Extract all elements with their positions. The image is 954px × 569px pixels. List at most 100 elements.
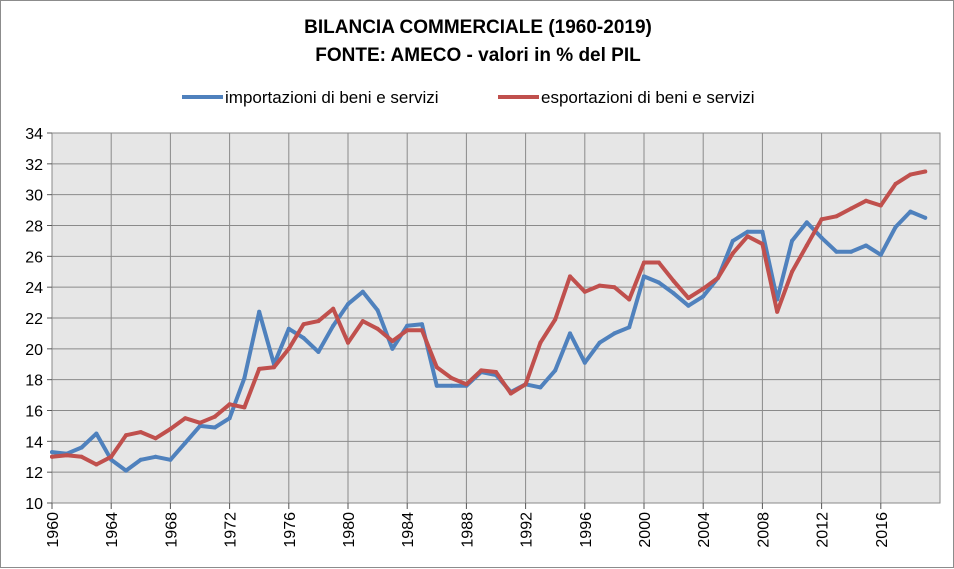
data-point-importazioni xyxy=(50,450,54,455)
data-point-importazioni xyxy=(701,294,706,299)
data-point-esportazioni xyxy=(568,274,572,279)
chart-subtitle: FONTE: AMECO - valori in % del PIL xyxy=(315,45,641,66)
data-point-esportazioni xyxy=(597,283,602,288)
x-tick-label: 1988 xyxy=(459,512,476,548)
data-point-importazioni xyxy=(923,215,928,220)
data-point-importazioni xyxy=(582,360,587,365)
data-point-importazioni xyxy=(553,368,558,373)
data-point-esportazioni xyxy=(745,234,750,239)
data-point-esportazioni xyxy=(405,328,410,333)
data-point-importazioni xyxy=(301,336,306,340)
data-point-esportazioni xyxy=(479,368,484,373)
data-point-esportazioni xyxy=(79,454,84,459)
x-tick-label: 2004 xyxy=(696,512,713,548)
data-point-importazioni xyxy=(390,346,395,351)
y-tick-label: 26 xyxy=(25,249,43,266)
data-point-esportazioni xyxy=(701,286,706,291)
legend-label-importazioni: importazioni di beni e servizi xyxy=(225,88,439,107)
data-point-esportazioni xyxy=(360,319,365,324)
data-point-importazioni xyxy=(864,243,868,248)
data-point-esportazioni xyxy=(50,454,54,459)
data-point-esportazioni xyxy=(538,340,543,345)
data-point-importazioni xyxy=(671,291,676,296)
data-point-importazioni xyxy=(568,331,572,336)
data-point-esportazioni xyxy=(212,414,217,419)
data-point-esportazioni xyxy=(124,433,128,438)
legend: importazioni di beni e servizi esportazi… xyxy=(182,88,755,107)
data-point-importazioni xyxy=(257,309,262,314)
data-point-esportazioni xyxy=(390,339,395,344)
y-tick-label: 14 xyxy=(25,434,43,451)
data-point-esportazioni xyxy=(375,326,380,331)
data-point-importazioni xyxy=(79,445,84,450)
data-point-esportazioni xyxy=(834,214,839,219)
data-point-esportazioni xyxy=(923,169,928,174)
data-point-importazioni xyxy=(286,326,291,331)
data-point-esportazioni xyxy=(286,346,291,351)
x-tick-label: 1992 xyxy=(519,512,536,548)
x-tick-label: 1964 xyxy=(104,512,121,548)
data-point-importazioni xyxy=(183,440,188,445)
data-point-importazioni xyxy=(405,323,410,328)
data-point-importazioni xyxy=(893,225,898,229)
y-tick-label: 18 xyxy=(25,373,43,390)
data-point-esportazioni xyxy=(627,297,632,302)
series-line-esportazioni xyxy=(50,169,928,467)
data-point-importazioni xyxy=(434,383,439,388)
gridlines xyxy=(51,132,940,504)
data-point-importazioni xyxy=(138,457,143,462)
y-tick-label: 30 xyxy=(25,188,43,205)
data-point-importazioni xyxy=(760,229,765,234)
y-tick-label: 12 xyxy=(25,465,43,482)
data-point-esportazioni xyxy=(464,382,469,387)
data-point-importazioni xyxy=(153,454,158,459)
y-tick-label: 24 xyxy=(25,280,43,297)
data-point-importazioni xyxy=(212,425,217,430)
data-point-importazioni xyxy=(168,457,173,462)
data-point-esportazioni xyxy=(760,242,765,246)
data-point-esportazioni xyxy=(138,430,143,435)
legend-label-esportazioni: esportazioni di beni e servizi xyxy=(541,88,755,107)
y-tick-label: 16 xyxy=(25,404,43,421)
data-point-esportazioni xyxy=(790,269,794,274)
data-point-esportazioni xyxy=(612,285,617,290)
data-point-esportazioni xyxy=(242,405,247,410)
data-point-importazioni xyxy=(878,252,883,257)
data-point-importazioni xyxy=(745,229,750,234)
data-point-esportazioni xyxy=(656,260,661,265)
data-point-importazioni xyxy=(730,238,735,243)
x-tick-label: 2000 xyxy=(637,512,654,548)
data-point-esportazioni xyxy=(331,306,336,311)
data-point-importazioni xyxy=(642,274,646,279)
data-point-importazioni xyxy=(597,340,602,345)
data-point-esportazioni xyxy=(775,309,780,314)
x-tick-label: 1960 xyxy=(45,512,62,548)
data-point-importazioni xyxy=(804,220,809,225)
data-point-importazioni xyxy=(420,322,424,327)
data-point-esportazioni xyxy=(272,365,276,370)
x-tick-label: 2012 xyxy=(815,512,832,548)
data-point-esportazioni xyxy=(301,322,306,327)
data-point-esportazioni xyxy=(346,340,350,345)
series-line-importazioni xyxy=(50,209,928,473)
data-point-importazioni xyxy=(834,249,839,254)
data-point-esportazioni xyxy=(109,454,114,459)
x-tick-label: 1996 xyxy=(578,512,595,548)
x-tick-label: 2016 xyxy=(874,512,891,548)
data-point-esportazioni xyxy=(183,416,188,421)
y-tick-label: 32 xyxy=(25,157,43,174)
series-lines xyxy=(50,169,928,473)
data-point-importazioni xyxy=(316,349,321,354)
data-point-esportazioni xyxy=(449,376,454,381)
x-tick-label: 1980 xyxy=(341,512,358,548)
x-tick-label: 1976 xyxy=(282,512,299,548)
data-point-esportazioni xyxy=(508,391,513,396)
data-point-importazioni xyxy=(908,209,913,214)
x-tick-label: 1984 xyxy=(400,512,417,548)
data-point-esportazioni xyxy=(153,436,158,441)
data-point-esportazioni xyxy=(316,319,321,324)
data-point-importazioni xyxy=(790,238,794,243)
data-point-esportazioni xyxy=(730,251,735,256)
y-tick-label: 10 xyxy=(25,496,43,513)
data-point-esportazioni xyxy=(582,289,587,294)
